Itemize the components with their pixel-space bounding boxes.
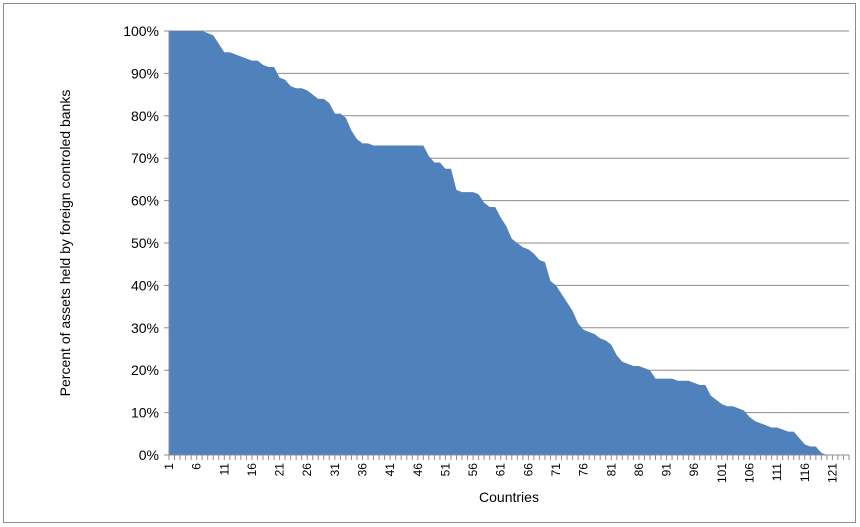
x-tick-label: 41 xyxy=(383,463,397,477)
x-tick-label: 116 xyxy=(798,463,812,482)
x-tick-label: 21 xyxy=(273,463,287,477)
x-tick-label: 1 xyxy=(162,463,176,470)
y-tick-label: 20% xyxy=(131,362,159,378)
y-tick-label: 60% xyxy=(131,193,159,209)
x-tick-label: 56 xyxy=(466,463,480,477)
area-chart: 0%10%20%30%40%50%60%70%80%90%100% 1 6 11 16… xyxy=(57,23,850,505)
x-tick-label: 46 xyxy=(411,463,425,477)
x-tick-label: 106 xyxy=(742,463,756,483)
x-tick-label: 61 xyxy=(494,463,508,477)
x-tick-label: 36 xyxy=(355,463,369,477)
x-tick-label: 51 xyxy=(438,463,452,477)
x-tick-label: 11 xyxy=(217,463,231,476)
y-tick-label: 80% xyxy=(131,108,159,124)
y-tick-labels: 0% 10% 20% 30% 40% 50% 60% 70% 80% 90% 100% xyxy=(123,23,159,463)
x-tick-label: 121 xyxy=(825,463,839,483)
data-area xyxy=(169,31,838,455)
x-tick-label: 31 xyxy=(328,463,342,477)
y-tick-label: 100% xyxy=(123,23,159,39)
y-tick-label: 90% xyxy=(131,65,159,81)
x-tick-label: 26 xyxy=(300,463,314,477)
x-tick-label: 111 xyxy=(770,463,784,482)
x-tick-label: 101 xyxy=(715,463,729,483)
chart-area: 0% 10% 20% 30% 40% 50% 60% 70% 80% 90% 100% 1 6 11 16… xyxy=(3,3,856,523)
x-tick-label: 6 xyxy=(190,463,204,470)
axes xyxy=(164,30,850,460)
x-tick-label: 16 xyxy=(245,463,259,477)
y-tick-label: 10% xyxy=(131,405,159,421)
y-tick-label: 70% xyxy=(131,150,159,166)
y-tick-label: 50% xyxy=(131,235,159,251)
x-axis-title: Countries xyxy=(479,489,539,505)
x-tick-label: 86 xyxy=(632,463,646,477)
y-axis-title: Percent of assets held by foreign contro… xyxy=(57,90,73,397)
y-tick-label: 30% xyxy=(131,320,159,336)
x-tick-label: 81 xyxy=(604,463,618,477)
x-tick-label: 66 xyxy=(521,463,535,477)
x-tick-label: 91 xyxy=(660,463,674,477)
x-tick-label: 71 xyxy=(549,463,563,477)
x-tick-label: 96 xyxy=(687,463,701,477)
x-tick-labels: 1 6 11 16 21 26 31 36 41 46 51 56 61 66 71 76 81 86 91 96 10… xyxy=(162,463,839,483)
x-tick-label: 76 xyxy=(577,463,591,477)
y-tick-label: 0% xyxy=(139,447,159,463)
y-tick-label: 40% xyxy=(131,277,159,293)
